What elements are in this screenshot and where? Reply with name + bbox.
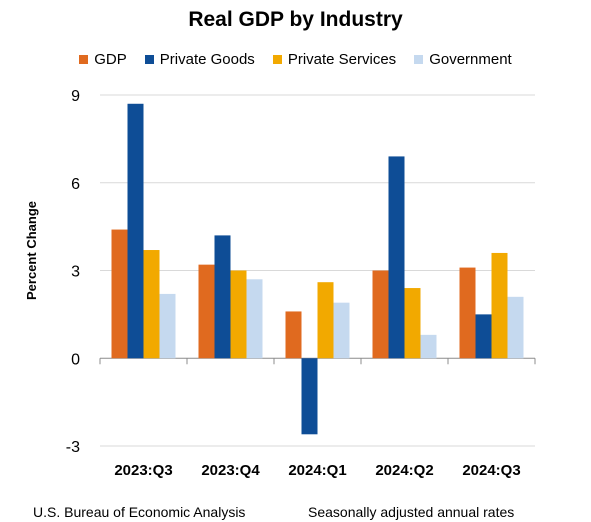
bar bbox=[214, 235, 231, 359]
bar bbox=[301, 358, 318, 435]
legend-label: Government bbox=[429, 50, 512, 68]
source-note: U.S. Bureau of Economic Analysis bbox=[33, 504, 246, 520]
chart-title: Real GDP by Industry bbox=[188, 8, 403, 31]
legend-swatch bbox=[79, 54, 89, 64]
bar bbox=[372, 270, 389, 359]
x-tick-label: 2024:Q1 bbox=[288, 462, 346, 479]
bar bbox=[159, 293, 176, 359]
y-tick-label: 6 bbox=[71, 176, 80, 193]
x-tick-label: 2024:Q3 bbox=[462, 462, 520, 479]
bar bbox=[388, 156, 405, 359]
x-tick-label: 2024:Q2 bbox=[375, 462, 433, 479]
legend-item: Private Services bbox=[272, 50, 397, 68]
legend-item: Government bbox=[414, 50, 512, 68]
bar bbox=[285, 311, 302, 359]
bar bbox=[111, 229, 128, 359]
bar bbox=[143, 250, 160, 359]
legend-swatch bbox=[414, 54, 424, 64]
legend-item: Private Goods bbox=[144, 50, 255, 68]
y-tick-label: 0 bbox=[71, 351, 80, 368]
bar bbox=[507, 296, 524, 359]
legend-label: GDP bbox=[94, 50, 127, 68]
rates-note: Seasonally adjusted annual rates bbox=[308, 504, 515, 520]
legend: GDP Private Goods Private Services Governme… bbox=[0, 50, 591, 68]
bar bbox=[491, 252, 508, 359]
y-tick-label: 9 bbox=[71, 88, 80, 105]
y-axis-label: Percent Change bbox=[24, 201, 39, 300]
legend-swatch bbox=[272, 54, 282, 64]
y-tick-label: 3 bbox=[71, 264, 80, 281]
bar bbox=[475, 314, 492, 359]
bar bbox=[246, 279, 263, 359]
y-tick-label: -3 bbox=[66, 439, 80, 456]
legend-label: Private Goods bbox=[159, 50, 255, 68]
bar bbox=[317, 282, 334, 359]
bar bbox=[230, 270, 247, 359]
bar bbox=[459, 267, 476, 359]
legend-label: Private Services bbox=[287, 50, 397, 68]
bar bbox=[404, 288, 421, 359]
bar bbox=[333, 302, 350, 359]
legend-swatch bbox=[144, 54, 154, 64]
bar bbox=[198, 264, 215, 359]
x-tick-label: 2023:Q4 bbox=[201, 462, 260, 479]
x-tick-label: 2023:Q3 bbox=[114, 462, 172, 479]
bar bbox=[127, 103, 144, 359]
bar bbox=[420, 334, 437, 359]
legend-item: GDP bbox=[79, 50, 127, 68]
